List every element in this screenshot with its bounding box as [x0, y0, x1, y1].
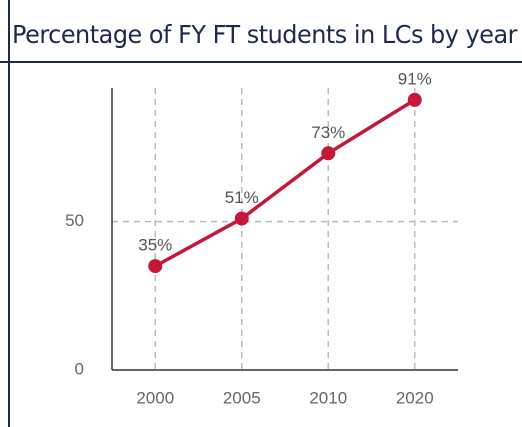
data-point: [234, 211, 249, 226]
x-tick-label: 2000: [136, 388, 174, 407]
data-point: [407, 92, 422, 107]
data-line: [154, 98, 416, 268]
x-tick-label: 2005: [223, 388, 261, 407]
data-label: 35%: [138, 236, 172, 255]
data-label: 51%: [225, 188, 259, 207]
y-tick-label: 50: [65, 211, 84, 230]
data-label: 73%: [311, 123, 345, 142]
x-tick-label: 2010: [309, 388, 347, 407]
data-label: 91%: [398, 69, 432, 88]
data-point: [321, 146, 336, 161]
x-tick-label: 2020: [396, 388, 434, 407]
data-point: [148, 259, 163, 274]
chart-title: Percentage of FY FT students in LCs by y…: [12, 20, 518, 49]
y-tick-label: 0: [75, 359, 84, 378]
